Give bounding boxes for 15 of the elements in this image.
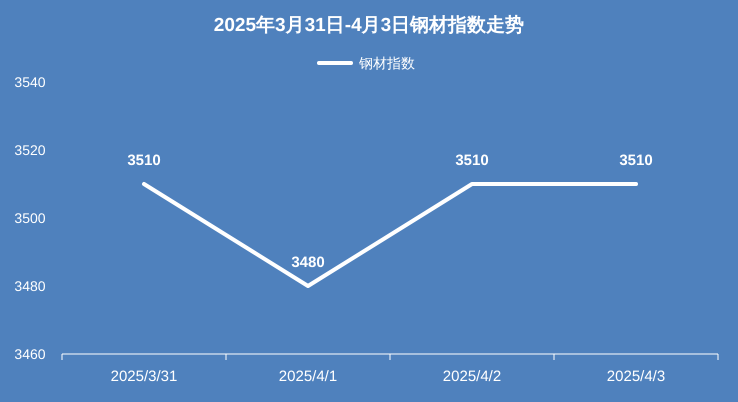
x-tick-label: 2025/3/31 [110,368,178,385]
y-tick-label: 3520 [14,142,46,158]
chart-title: 2025年3月31日-4月3日钢材指数走势 [214,14,524,36]
y-tick-label: 3540 [14,74,46,90]
x-tick-label: 2025/4/2 [442,368,502,385]
legend-label: 钢材指数 [358,55,415,71]
x-tick-label: 2025/4/1 [278,368,338,385]
x-tick-label: 2025/4/3 [606,368,666,385]
y-tick-label: 3480 [14,278,46,294]
data-label: 3480 [291,254,325,271]
y-tick-label: 3500 [14,210,46,226]
y-tick-label: 3460 [14,346,46,362]
data-label: 3510 [127,152,161,169]
data-label: 3510 [455,152,489,169]
data-label: 3510 [619,152,653,169]
